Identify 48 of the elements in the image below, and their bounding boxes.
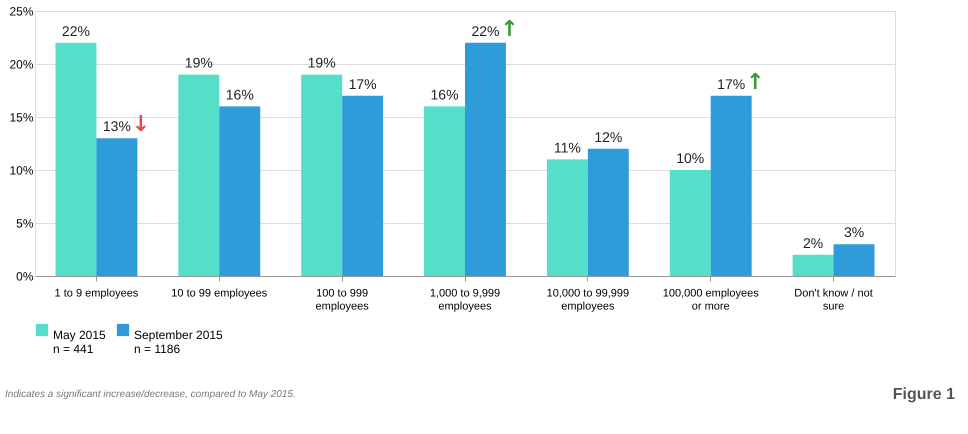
bar	[834, 244, 875, 276]
y-tick-label: 5%	[16, 216, 34, 230]
data-label: 17%	[717, 76, 746, 92]
legend-label: May 2015 n = 441	[53, 328, 106, 356]
annotation: ↑	[746, 70, 764, 95]
data-label: 19%	[308, 54, 336, 71]
bar	[792, 254, 834, 276]
y-tick-label: 20%	[9, 58, 34, 72]
y-tick-label: 25%	[9, 4, 34, 18]
bar	[55, 42, 96, 276]
x-tick-label: 100,000 employees or more	[662, 288, 760, 312]
bar	[588, 148, 629, 276]
bar	[219, 106, 260, 276]
bar	[301, 74, 342, 276]
annotation: ↓	[132, 112, 150, 138]
bar	[710, 96, 752, 276]
bar	[424, 106, 465, 276]
data-label: 11%	[554, 139, 581, 156]
x-tick-label: 100 to 999 employees	[316, 288, 370, 312]
y-tick-label: 15%	[9, 110, 34, 124]
x-tick-label: 10,000 to 99,999 employees	[546, 288, 630, 312]
x-tick-label: 10 to 99 employees	[171, 288, 268, 300]
y-tick-label: 0%	[16, 270, 34, 284]
x-tick-label: Don't know / not sure	[794, 288, 873, 312]
data-label: 13%	[102, 118, 131, 134]
bar	[178, 74, 220, 276]
data-label: 22%	[62, 22, 90, 39]
legend-label: September 2015 n = 1186	[134, 328, 224, 356]
bar	[670, 170, 711, 276]
data-label: 16%	[226, 86, 254, 102]
data-label: 17%	[348, 76, 377, 92]
data-label: 3%	[844, 224, 864, 240]
data-label: 22%	[471, 22, 500, 39]
x-tick-label: 1,000 to 9,999 employees	[430, 288, 500, 312]
annotation: ↑	[500, 16, 519, 42]
data-label: 2%	[802, 234, 824, 251]
data-label: 12%	[594, 128, 622, 145]
bar	[465, 42, 506, 276]
text: Indicates a significant increase/decrease, compared to May 2015.	[5, 389, 296, 400]
bar	[342, 96, 384, 276]
caption: Figure 1	[892, 386, 956, 403]
data-label: 19%	[184, 54, 213, 71]
bar	[546, 159, 588, 276]
y-tick-label: 10%	[9, 164, 34, 178]
bar	[96, 138, 138, 276]
x-tick-label: 1 to 9 employees	[54, 288, 139, 300]
data-label: 10%	[676, 150, 704, 166]
data-label: 16%	[430, 86, 459, 102]
